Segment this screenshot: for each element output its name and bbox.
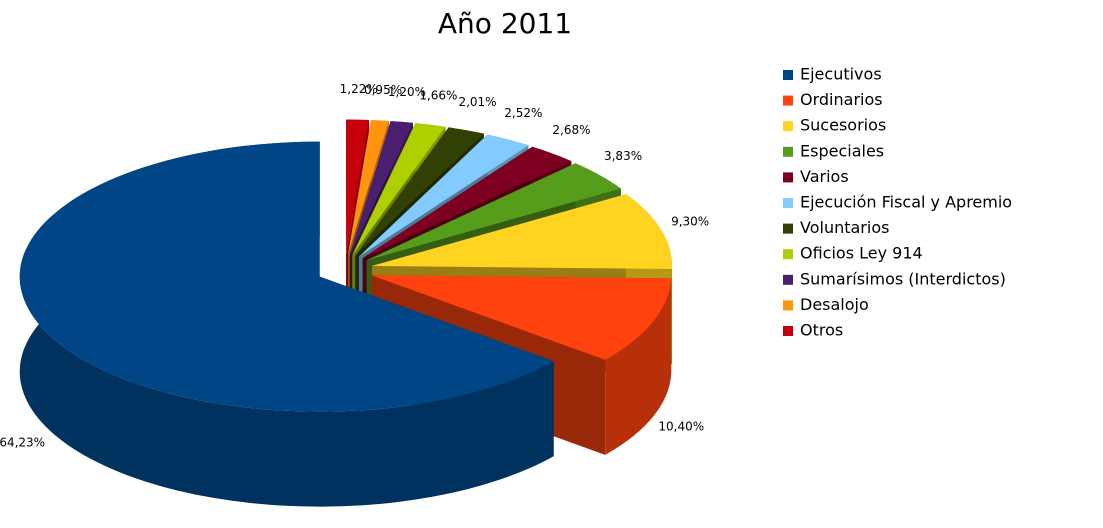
slice-side [605, 278, 672, 455]
legend-label: Especiales [800, 141, 884, 160]
legend-swatch [783, 274, 793, 285]
legend-label: Ordinarios [800, 90, 883, 109]
legend-label: Voluntarios [800, 218, 889, 237]
legend-label: Otros [800, 321, 843, 340]
data-label: 1,20% [388, 85, 426, 99]
legend-label: Ejecutivos [800, 65, 882, 84]
slice [347, 120, 389, 255]
legend-label: Desalojo [800, 295, 869, 314]
slice [352, 123, 446, 256]
slice [362, 146, 572, 259]
legend-swatch [783, 198, 793, 208]
data-label: 10,40% [658, 419, 704, 433]
slice-tops [19, 119, 672, 412]
data-label: 0,95% [364, 83, 402, 97]
legend-swatch [783, 95, 793, 106]
data-label: 2,68% [552, 123, 590, 137]
slice [358, 134, 529, 257]
legend-label: Varios [800, 167, 849, 186]
legend-swatch [783, 326, 793, 336]
data-label: 9,30% [671, 215, 709, 229]
slice [346, 119, 370, 255]
data-label: 64,23% [0, 435, 45, 449]
legend-label: Sucesorios [800, 116, 886, 135]
legend-swatch [783, 172, 793, 183]
legend-swatch [783, 121, 793, 132]
data-label: 1,22% [340, 82, 378, 96]
slice [366, 163, 621, 261]
data-label: 1,66% [419, 88, 457, 102]
chart-title: Año 2011 [438, 7, 572, 40]
slice [371, 194, 672, 270]
legend-swatch [783, 70, 793, 80]
legend-label: Ejecución Fiscal y Apremio [800, 193, 1012, 212]
slice [19, 141, 554, 412]
data-label: 2,52% [504, 106, 542, 120]
legend-swatch [783, 300, 793, 311]
slice [349, 121, 413, 255]
legend-swatch [783, 223, 793, 234]
legend-label: Oficios Ley 914 [800, 244, 923, 263]
data-label: 2,01% [458, 95, 496, 109]
legend-label: Sumarísimos (Interdictos) [800, 269, 1006, 288]
slice [355, 127, 484, 256]
legend-swatch [783, 249, 793, 260]
slice [371, 275, 672, 360]
data-label: 3,83% [604, 149, 642, 163]
legend-swatch [783, 146, 793, 157]
